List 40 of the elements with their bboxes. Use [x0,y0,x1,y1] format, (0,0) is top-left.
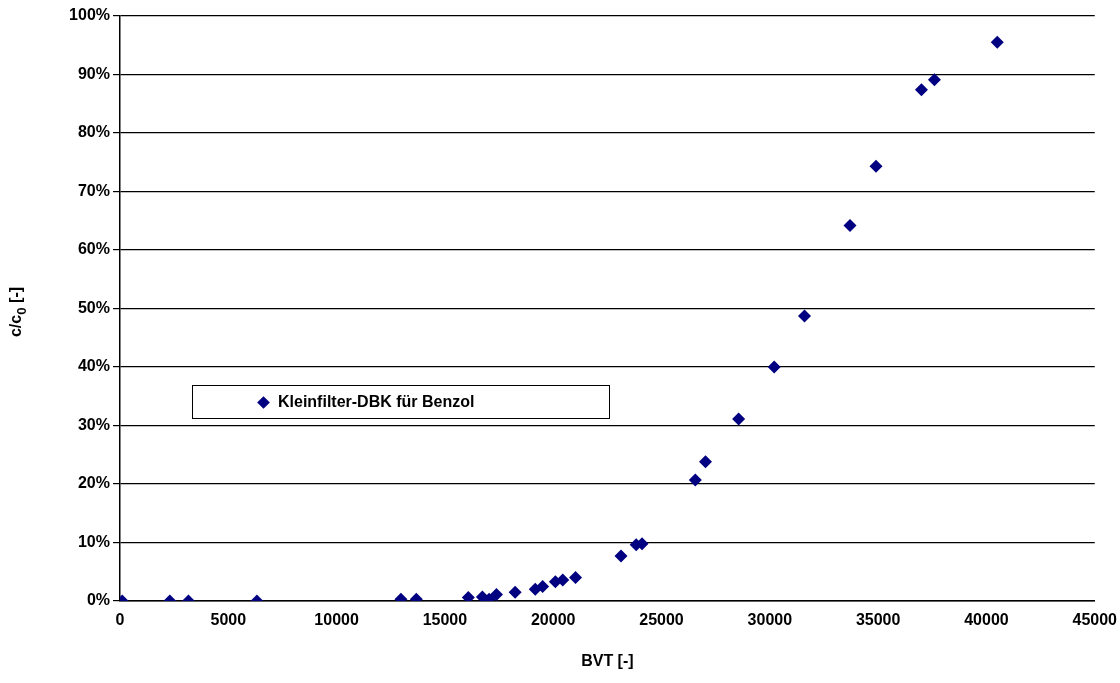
point [536,579,550,593]
point [699,455,712,469]
point [927,73,941,87]
x-tick-label: 0 [115,611,125,629]
y-tick-label: 20% [77,474,110,492]
point [732,412,746,426]
x-tick-label: 25000 [639,611,684,629]
y-tick-label: 40% [77,357,110,375]
y-tick-label: 100% [69,6,110,24]
point [869,159,883,173]
point [569,571,583,585]
y-tick-label: 30% [77,415,110,433]
x-tick-label: 10000 [314,611,359,629]
x-tick-label: 30000 [747,611,793,629]
point [843,218,857,232]
point [556,573,570,587]
y-tick-label: 0% [86,591,110,609]
legend-label: Kleinfilter-DBK für Benzol [278,393,475,411]
point [489,588,503,601]
point [990,35,1004,49]
x-tick-label: 45000 [1072,611,1118,629]
y-tick-label: 80% [77,123,110,141]
y-tick-label: 50% [77,298,110,316]
point [914,83,928,97]
x-axis-title: BVT [-] [581,651,634,669]
x-tick-label: 15000 [422,611,468,629]
point [797,309,811,323]
x-tick-label: 5000 [210,611,247,629]
x-tick-label: 35000 [855,611,901,629]
point [614,549,628,563]
y-tick-label: 10% [77,532,110,550]
point [688,473,702,487]
x-tick-label: 20000 [530,611,576,629]
y-tick-label: 70% [77,181,110,199]
point [508,585,522,599]
point [461,590,475,601]
point [767,360,781,374]
y-tick-label: 60% [77,240,110,258]
x-tick-label: 40000 [964,611,1009,629]
y-tick-label: 90% [77,64,110,82]
